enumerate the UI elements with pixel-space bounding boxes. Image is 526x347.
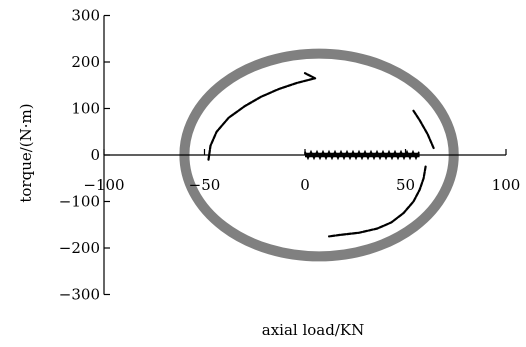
data-arc-1 [207,72,317,161]
x-tick-label: 100 [492,176,521,194]
y-tick-label: 300 [71,7,100,25]
data-arc-4 [328,165,427,238]
x-axis-title: axial load/KN [262,321,364,339]
y-tick-label: 100 [71,100,100,118]
data-arc-2 [412,109,435,150]
y-axis-title: torque/(N·m) [17,103,35,202]
y-tick-label: 0 [90,146,100,164]
y-tick-label: −200 [59,239,100,257]
x-tick-label: −100 [83,176,124,194]
y-tick-label: −300 [59,286,100,304]
x-tick-label: 50 [396,176,415,194]
y-tick-label: −100 [59,193,100,211]
x-tick-label: 0 [300,176,310,194]
y-tick-label: 200 [71,53,100,71]
tick-labels-group: 300 200 100 0 −100 −200 −300 −100 −50 0 50 100 [59,7,521,304]
axes-group [103,14,507,296]
x-tick-label: −50 [189,176,221,194]
